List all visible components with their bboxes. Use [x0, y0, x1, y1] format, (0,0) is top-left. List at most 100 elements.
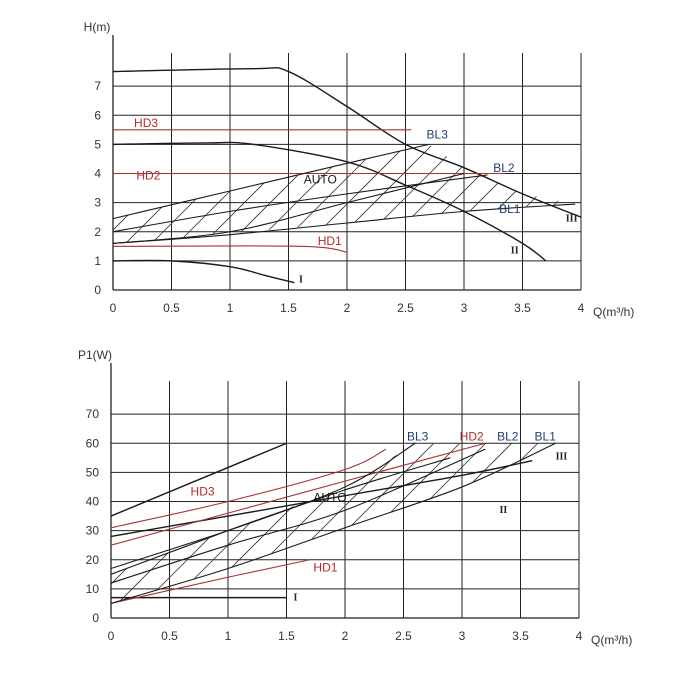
- power-y-tick-label: 60: [86, 436, 100, 450]
- head-hatch-line: [113, 144, 460, 244]
- head-y-tick-label: 0: [94, 283, 101, 297]
- head-hatch-line: [113, 144, 174, 244]
- head-y-tick-label: 5: [94, 137, 101, 151]
- head-label-bl3: BL3: [427, 128, 449, 142]
- power-curve-hd1: [110, 559, 311, 604]
- head-curve-bl2: [112, 174, 488, 233]
- power-x-tick-label: 3.5: [512, 629, 529, 643]
- power-hatch-line: [655, 238, 700, 638]
- head-operating-area-hatch: [0, 0, 700, 310]
- power-y-tick-label: 20: [86, 553, 100, 567]
- head-hatch-line: [474, 144, 576, 244]
- power-hatch-line: [111, 443, 458, 604]
- head-hatch-line: [188, 144, 576, 244]
- power-hatch-line: [0, 238, 67, 638]
- power-hatch-line: [111, 443, 354, 604]
- head-hatch-line: [113, 144, 278, 244]
- head-x-tick-label: 3: [461, 301, 468, 315]
- power-hatch-line: [111, 443, 302, 604]
- head-hatch-line: [579, 0, 700, 310]
- power-hatch-line: [446, 443, 556, 604]
- head-hatch-line: [292, 144, 576, 244]
- head-y-tick-label: 2: [94, 225, 101, 239]
- head-hatch-line: [552, 144, 576, 244]
- power-y-tick-label: 10: [86, 582, 100, 596]
- power-curve-bl2: [110, 448, 486, 584]
- head-hatch-line: [113, 144, 148, 244]
- head-hatch-line: [318, 144, 576, 244]
- head-hatch-line: [214, 144, 576, 244]
- power-curve-ii: [110, 460, 533, 538]
- head-hatch-line: [136, 144, 538, 244]
- head-hatch-line: [396, 144, 576, 244]
- head-hatch-line: [113, 144, 304, 244]
- power-hatch-line: [603, 238, 700, 638]
- power-hatch-line: [550, 443, 556, 604]
- head-hatch-line: [113, 144, 252, 244]
- power-x-axis-label: Q(m³/h): [591, 633, 632, 647]
- head-label-i: I: [299, 275, 303, 286]
- head-chart: 0 0.5 1 1.5 2 2.5 3 3.5 4 0 1 2 3 4 5 6 7 Q(m³/h) H(m) HD3 H…: [0, 0, 700, 319]
- power-hatch-line: [111, 443, 276, 604]
- head-x-tick-label: 2.5: [397, 301, 414, 315]
- power-curve-iii: [110, 442, 287, 517]
- head-hatch-line: [113, 144, 122, 244]
- power-curve-bl3: [110, 442, 416, 575]
- power-x-tick-label: 2.5: [395, 629, 412, 643]
- head-curve-i: [112, 259, 295, 284]
- head-hatch-line: [526, 144, 576, 244]
- power-label-bl2: BL2: [497, 429, 519, 443]
- head-hatch-line: [422, 144, 576, 244]
- head-hatch-line: [113, 144, 486, 244]
- power-y-axis-label: P1(W): [78, 348, 112, 362]
- power-hatch-line: [629, 238, 700, 638]
- power-x-tick-label: 3: [459, 629, 466, 643]
- head-label-bl1: BL1: [499, 202, 521, 216]
- power-y-tick-label: 40: [86, 495, 100, 509]
- power-hatch-line: [290, 443, 556, 604]
- head-y-tick-label: 7: [94, 79, 101, 93]
- power-label-bl1: BL1: [535, 429, 557, 443]
- head-curve-bl1: [112, 203, 576, 244]
- power-y-tick-label: 0: [92, 611, 99, 625]
- head-y-tick-label: 6: [94, 108, 101, 122]
- power-hatch-line: [134, 443, 536, 604]
- head-x-axis-label: Q(m³/h): [593, 305, 634, 319]
- power-label-hd1: HD1: [313, 560, 337, 574]
- head-hatch-line: [657, 0, 700, 310]
- power-x-tick-label: 2: [342, 629, 349, 643]
- head-x-tick-label: 1.5: [280, 301, 297, 315]
- power-hatch-line: [111, 443, 510, 604]
- power-hatch-line: [0, 238, 93, 638]
- head-label-bl2: BL2: [493, 161, 515, 175]
- power-y-tick-label: 30: [86, 524, 100, 538]
- power-label-i: I: [294, 593, 298, 604]
- power-chart: 0 0.5 1 1.5 2 2.5 3 3.5 4010203040506070Q(m³/h)P…: [0, 238, 700, 647]
- head-x-tick-label: 0.5: [163, 301, 180, 315]
- power-hatch-line: [0, 238, 15, 638]
- head-label-hd2: HD2: [136, 168, 160, 182]
- head-hatch-line: [0, 0, 17, 310]
- power-label-hd3: HD3: [191, 485, 215, 499]
- head-hatch-line: [631, 0, 700, 310]
- head-hatch-line: [0, 0, 95, 310]
- power-hatch-line: [577, 238, 700, 638]
- power-x-tick-label: 1: [225, 629, 232, 643]
- head-curve-iii: [112, 67, 582, 218]
- head-curve-ii: [112, 141, 547, 262]
- head-curve-bl3: [112, 143, 430, 220]
- head-label-auto: AUTO: [304, 173, 337, 187]
- head-series: [112, 67, 582, 284]
- power-y-tick-label: 70: [86, 407, 100, 421]
- head-hatch-line: [113, 144, 382, 244]
- power-curve-hd3: [110, 448, 387, 529]
- power-hatch-line: [111, 443, 250, 604]
- power-hatch-line: [342, 443, 556, 604]
- head-hatch-line: [162, 144, 564, 244]
- head-y-tick-label: 3: [94, 196, 101, 210]
- power-hatch-line: [111, 443, 484, 604]
- power-hatch-line: [498, 443, 556, 604]
